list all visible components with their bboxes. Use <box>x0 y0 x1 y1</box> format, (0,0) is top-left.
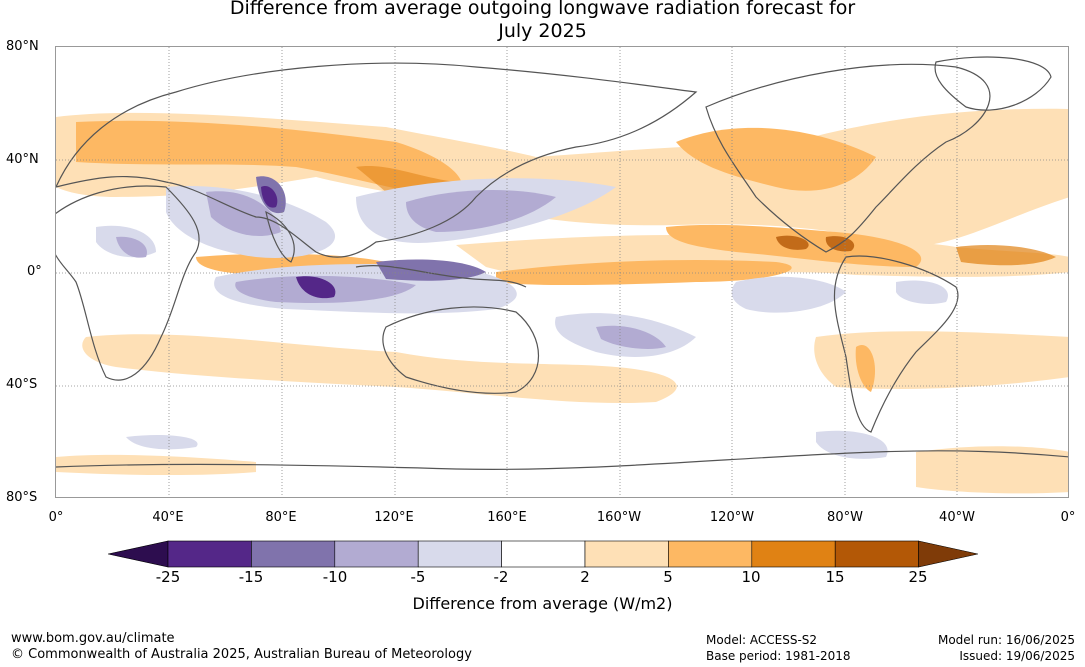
lat-label-40s: 40°S <box>6 377 38 392</box>
australia-outline <box>382 306 539 394</box>
footer-model-run: Model run: 16/06/2025 <box>937 633 1075 647</box>
positive-anomaly-regions <box>56 108 1068 494</box>
colorbar-bin <box>668 540 753 568</box>
colorbar <box>108 540 978 568</box>
coastlines <box>56 56 1068 470</box>
africa-outline <box>56 185 200 381</box>
colorbar-bin <box>334 540 419 568</box>
colorbar-bin <box>417 540 502 568</box>
colorbar-bin <box>251 540 336 568</box>
lat-label-eq: 0° <box>27 264 42 279</box>
lon-label-160e: 160°E <box>487 510 527 525</box>
lat-label-40n: 40°N <box>6 152 39 167</box>
colorbar-tick: -10 <box>322 568 348 586</box>
colorbar-tick: -5 <box>410 568 426 586</box>
indonesia-outline <box>355 265 527 288</box>
colorbar-bin <box>834 540 919 568</box>
lon-label-80e: 80°E <box>265 510 297 525</box>
colorbar-label: Difference from average (W/m2) <box>412 594 673 613</box>
colorbar-tick: -15 <box>238 568 264 586</box>
lon-label-40w: 40°W <box>939 510 975 525</box>
footer-copyright: © Commonwealth of Australia 2025, Austra… <box>11 647 472 662</box>
map-canvas <box>56 47 1068 497</box>
lon-label-120e: 120°E <box>374 510 414 525</box>
lat-label-80s: 80°S <box>6 490 38 505</box>
lon-label-120w: 120°W <box>709 510 755 525</box>
negative-anomaly-regions <box>96 176 948 459</box>
lat-label-80n: 80°N <box>6 39 39 54</box>
title-line-2: July 2025 <box>498 20 587 42</box>
colorbar-tick: 5 <box>663 568 673 586</box>
map-title: Difference from average outgoing longwav… <box>0 0 1085 43</box>
south-america-outline <box>833 255 959 433</box>
footer-site-link[interactable]: www.bom.gov.au/climate <box>11 631 175 646</box>
colorbar-bin <box>167 540 252 568</box>
colorbar-tick: 2 <box>580 568 590 586</box>
lon-label-0: 0° <box>48 510 64 525</box>
lon-label-40e: 40°E <box>152 510 184 525</box>
colorbar-min-arrow <box>108 540 169 568</box>
olr-anomaly-map <box>55 46 1069 498</box>
colorbar-bin <box>501 540 586 568</box>
colorbar-tick: -25 <box>155 568 181 586</box>
colorbar-bin <box>584 540 669 568</box>
colorbar-bin <box>751 540 836 568</box>
footer-model: Model: ACCESS-S2 <box>706 633 818 647</box>
north-america-outline <box>705 63 991 253</box>
antarctica-outline <box>56 450 1068 470</box>
lon-label-80w: 80°W <box>827 510 863 525</box>
lon-label-160w: 160°W <box>596 510 642 525</box>
colorbar-tick: -2 <box>493 568 509 586</box>
footer-issued: Issued: 19/06/2025 <box>959 649 1075 663</box>
india-outline <box>265 210 295 263</box>
colorbar-tick: 25 <box>908 568 928 586</box>
title-line-1: Difference from average outgoing longwav… <box>229 0 856 19</box>
gridlines <box>56 47 1068 497</box>
lon-label-0-right: 0° <box>1060 510 1076 525</box>
footer-base-period: Base period: 1981-2018 <box>706 649 851 663</box>
eurasia-outline <box>56 62 698 258</box>
colorbar-tick: 15 <box>825 568 845 586</box>
greenland-outline <box>934 56 1052 111</box>
colorbar-tick: 10 <box>741 568 761 586</box>
colorbar-max-arrow <box>918 540 978 568</box>
